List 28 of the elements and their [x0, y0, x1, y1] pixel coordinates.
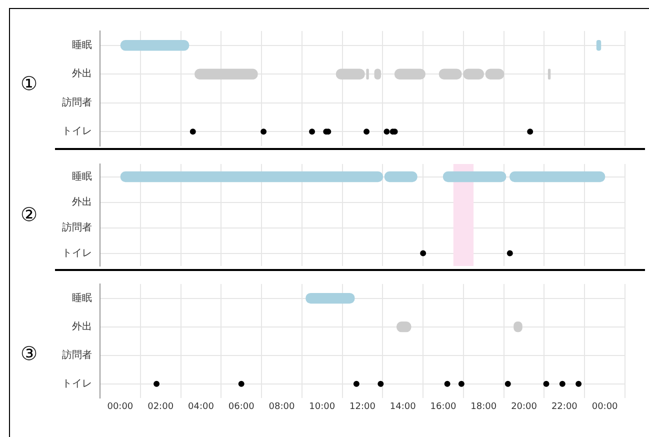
y-tick-label: 外出 [72, 320, 92, 332]
x-tick-label: 16:00 [430, 402, 457, 412]
y-tick-label: 睡眠 [72, 170, 92, 182]
x-tick-label: 00:00 [592, 402, 618, 412]
x-tick-label: 00:00 [107, 402, 134, 412]
y-tick-label: 睡眠 [72, 38, 92, 51]
x-tick-label: 06:00 [228, 402, 255, 412]
x-tick-label: 10:00 [309, 402, 336, 412]
x-tick-label: 14:00 [390, 402, 416, 412]
x-tick-label: 04:00 [188, 402, 214, 412]
y-tick-label: 睡眠 [72, 292, 92, 304]
y-tick-label: トイレ [62, 248, 92, 259]
y-tick-label: 外出 [72, 68, 92, 80]
x-tick-label: 12:00 [350, 402, 376, 412]
text: ① [20, 73, 38, 95]
x-tick-label: 08:00 [268, 402, 295, 412]
text: ② [20, 204, 38, 226]
y-tick-label: 訪問者 [62, 221, 92, 234]
x-tick-label: 02:00 [148, 402, 174, 412]
y-tick-label: 訪問者 [62, 96, 92, 108]
x-tick-label: 20:00 [511, 402, 538, 412]
y-tick-label: トイレ [62, 378, 92, 390]
text: ③ [20, 342, 38, 364]
y-tick-label: 外出 [72, 196, 92, 208]
x-tick-label: 18:00 [470, 402, 497, 412]
y-tick-label: トイレ [62, 126, 92, 138]
y-tick-label: 訪問者 [62, 348, 92, 361]
x-tick-label: 22:00 [551, 402, 578, 412]
